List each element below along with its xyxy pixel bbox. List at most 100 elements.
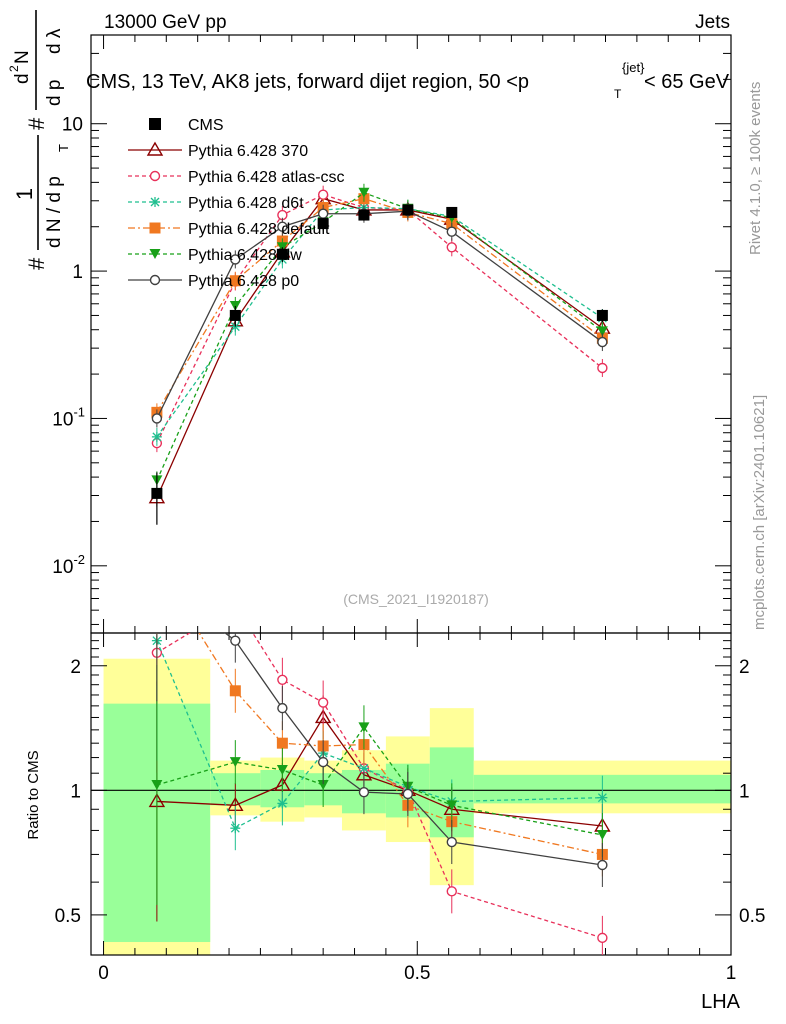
cms-point [402, 204, 414, 216]
ratio-series-point [230, 635, 241, 646]
main-series-point [597, 362, 608, 374]
ratio-series-point [277, 674, 288, 685]
main-series-line [156, 198, 603, 413]
svg-text:#: # [24, 117, 49, 130]
ratio-ytick-label-left: 2 [70, 657, 81, 678]
main-series-point [446, 226, 457, 237]
legend-label: Pythia 6.428 dw [188, 247, 302, 264]
title-superscript: {jet} [622, 60, 645, 75]
ratio-series-point [317, 780, 329, 791]
cms-point [276, 248, 288, 260]
header-energy: 13000 GeV pp [104, 12, 227, 33]
svg-text:N: N [12, 50, 33, 64]
ratio-series-point [358, 722, 370, 733]
ratio-series-point [231, 601, 240, 610]
legend-marker [149, 170, 161, 182]
title-main: CMS, 13 TeV, AK8 jets, forward dijet reg… [86, 71, 529, 93]
ratio-series-point [597, 932, 608, 944]
main-series-point [317, 189, 329, 200]
ratio-ytick-label-left: 0.5 [55, 906, 81, 927]
ratio-ytick-label-left: 1 [70, 781, 81, 802]
legend-marker [150, 197, 160, 207]
ratio-uncertainty-bands [103, 658, 731, 955]
legend-marker-cms [149, 118, 161, 130]
x-axis-label: LHA [701, 991, 741, 1013]
main-series-point [317, 208, 329, 219]
svg-text:#: # [24, 257, 49, 270]
ratio-series-point [446, 800, 458, 811]
ratio-frame [90, 632, 732, 956]
ratio-series-point [151, 780, 163, 791]
ratio-series-point [317, 756, 329, 768]
ratio-series-line [156, 716, 603, 827]
legend-marker [149, 222, 161, 234]
rivet-label: Rivet 4.1.0, ≥ 100k events [747, 82, 764, 255]
ratio-axes: 0.5 0.5 1 1 2 2 0 0.5 1 [55, 632, 765, 984]
svg-text:d p: d p [44, 80, 65, 106]
mcplots-label: mcplots.cern.ch [arXiv:2401.10621] [751, 395, 768, 630]
ratio-ylabel: Ratio to CMS [25, 750, 42, 839]
main-series-line [156, 193, 603, 444]
header-process: Jets [695, 12, 730, 33]
ratio-series [148, 560, 611, 955]
main-series-line [156, 192, 603, 481]
main-ytick-label: 10-1 [52, 404, 85, 430]
ratio-ytick-label-right: 2 [739, 657, 750, 678]
main-series-point [446, 242, 457, 253]
xtick-label: 1 [726, 963, 737, 984]
ratio-series-point [151, 560, 162, 571]
main-series-point [358, 187, 370, 198]
main-series-point [151, 431, 162, 442]
main-frame [90, 34, 732, 634]
title-subscript: T [614, 87, 622, 101]
title-end: < 65 GeV [644, 71, 730, 93]
cms-point [229, 309, 241, 321]
main-ylabel: # 1 d N / d p T # d 2 N d p d λ [7, 10, 71, 270]
ratio-series-point [446, 886, 457, 897]
legend-label: Pythia 6.428 370 [188, 143, 308, 160]
legend-label-cms: CMS [188, 117, 224, 134]
legend-marker [146, 141, 164, 156]
main-series-line [156, 197, 603, 498]
ratio-series-point [317, 697, 329, 708]
cms-point [317, 218, 329, 230]
main-series-point [277, 221, 288, 232]
xtick-label: 0.5 [404, 963, 430, 984]
svg-text:1: 1 [12, 188, 37, 200]
main-series-point [230, 254, 241, 265]
main-series-point [151, 413, 163, 424]
ratio-series-point [277, 702, 288, 714]
legend: CMS Pythia 6.428 370 Pythia 6.428 atlas-cs… [128, 117, 345, 290]
ratio-series-line [156, 633, 603, 939]
ratio-series-point [597, 859, 608, 871]
main-series-point [229, 275, 241, 287]
svg-text:2: 2 [7, 65, 21, 72]
cms-point [151, 487, 163, 499]
legend-marker [149, 274, 161, 286]
ratio-series-point [596, 829, 608, 840]
legend-label: Pythia 6.428 p0 [188, 273, 299, 290]
legend-marker [149, 249, 161, 259]
main-data-points [151, 204, 608, 525]
ratio-series-point [402, 788, 414, 800]
ratio-series-point [276, 737, 288, 749]
legend-label: Pythia 6.428 default [188, 221, 330, 238]
main-series-point [596, 326, 608, 337]
ratio-series-point [276, 764, 288, 775]
svg-text:d λ: d λ [44, 28, 65, 54]
svg-text:T: T [56, 144, 71, 152]
main-series-line [156, 206, 603, 438]
analysis-watermark: (CMS_2021_I1920187) [343, 591, 489, 607]
cms-point [358, 209, 370, 221]
xtick-label: 0 [98, 963, 109, 984]
ratio-series-line [156, 726, 603, 836]
svg-text:d N / d p: d N / d p [44, 176, 65, 248]
ratio-series-point [277, 798, 288, 809]
ratio-series-point [446, 836, 457, 848]
ratio-series-point [152, 577, 161, 586]
legend-label: Pythia 6.428 atlas-csc [188, 169, 345, 186]
ratio-series-point [358, 786, 370, 798]
ratio-ytick-label-right: 1 [739, 781, 750, 802]
ratio-series-line [156, 640, 603, 830]
ratio-series-point [230, 823, 241, 834]
